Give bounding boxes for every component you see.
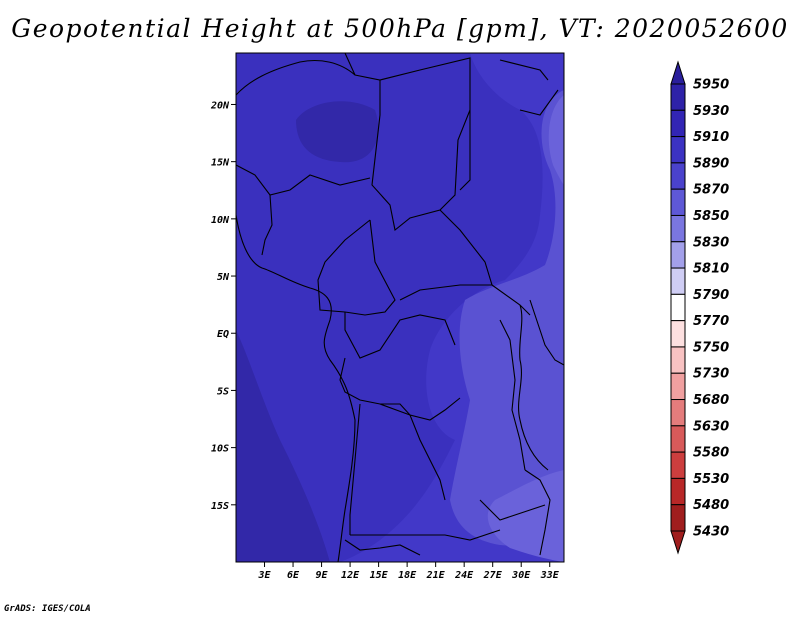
colorbar-label: 5870 <box>693 183 729 198</box>
lat-tick-label: 5N <box>217 272 230 283</box>
colorbar-label: 5430 <box>693 525 729 540</box>
map-title: Geopotential Height at 500hPa [gpm], VT:… <box>11 14 789 43</box>
longitude-axis: 3E 6E 9E 12E 15E 18E 21E 24E 27E 30E 33E <box>257 562 560 581</box>
lon-tick-label: 6E <box>287 570 300 581</box>
colorbar-segment <box>670 188 686 216</box>
lon-tick-label: 18E <box>398 570 417 581</box>
colorbar-segment <box>670 83 686 111</box>
colorbar-label: 5750 <box>693 340 729 355</box>
colorbar-segment <box>670 346 686 374</box>
colorbar-segment <box>670 162 686 190</box>
map-frame <box>235 52 565 563</box>
colorbar-segment <box>670 372 686 401</box>
contour-5850-north <box>548 95 564 185</box>
lon-tick-label: 30E <box>511 570 531 581</box>
coastline <box>236 214 549 562</box>
colorbar-label: 5930 <box>693 104 729 119</box>
lon-tick-label: 12E <box>341 570 360 581</box>
colorbar-segment <box>670 477 686 506</box>
lat-tick-label: EQ <box>217 329 229 340</box>
colorbar-label: 5830 <box>693 235 729 250</box>
colorbar-bottom-arrow <box>670 530 686 555</box>
colorbar-label: 5790 <box>693 288 729 303</box>
lat-tick-label: 5S <box>217 386 229 397</box>
colorbar-label: 5810 <box>693 262 729 277</box>
colorbar-segment <box>670 267 686 295</box>
colorbar-label: 5730 <box>693 367 729 382</box>
colorbar: 5950 5930 5910 5890 5870 5850 5830 5810 5790 5770… <box>670 60 729 555</box>
latitude-axis: 20N 15N 10N 5N EQ 5S 10S 15S <box>210 100 236 512</box>
lon-tick-label: 24E <box>454 570 474 581</box>
lat-tick-label: 20N <box>210 100 230 111</box>
colorbar-segment <box>670 425 686 453</box>
colorbar-segment <box>670 451 686 479</box>
colorbar-label: 5680 <box>693 393 729 408</box>
lon-tick-label: 15E <box>370 570 389 581</box>
colorbar-segment <box>670 504 686 532</box>
lon-tick-label: 33E <box>540 570 560 581</box>
colorbar-segment <box>670 320 686 348</box>
lon-tick-label: 27E <box>483 570 503 581</box>
lon-tick-label: 21E <box>426 570 446 581</box>
colorbar-label: 5630 <box>693 419 729 434</box>
colorbar-top-arrow <box>670 60 686 85</box>
colorbar-label: 5770 <box>693 314 729 329</box>
lat-tick-label: 15N <box>211 158 230 169</box>
colorbar-segment <box>670 293 686 322</box>
colorbar-label: 5950 <box>693 78 729 93</box>
contour-5930-west <box>236 330 330 562</box>
colorbar-label: 5850 <box>693 209 729 224</box>
colorbar-segment <box>670 136 686 164</box>
contour-5850 <box>487 470 564 562</box>
country-borders <box>236 53 564 556</box>
colorbar-label: 5530 <box>693 472 729 487</box>
lat-tick-label: 15S <box>211 501 229 512</box>
lat-tick-label: 10N <box>211 215 230 226</box>
colorbar-segment <box>670 241 686 269</box>
lon-tick-label: 3E <box>257 570 271 581</box>
colorbar-segment <box>670 214 686 243</box>
colorbar-label: 5480 <box>693 498 729 513</box>
colorbar-segment <box>670 399 686 427</box>
lon-tick-label: 9E <box>316 570 329 581</box>
colorbar-label: 5890 <box>693 156 729 171</box>
colorbar-label: 5910 <box>693 130 729 145</box>
lat-tick-label: 10S <box>211 444 229 455</box>
contour-5930-north <box>296 101 379 163</box>
colorbar-label: 5580 <box>693 446 729 461</box>
contour-5870 <box>450 90 564 546</box>
height-field <box>236 53 564 562</box>
colorbar-segment <box>670 109 686 138</box>
grads-credit: GrADS: IGES/COLA <box>4 604 91 614</box>
